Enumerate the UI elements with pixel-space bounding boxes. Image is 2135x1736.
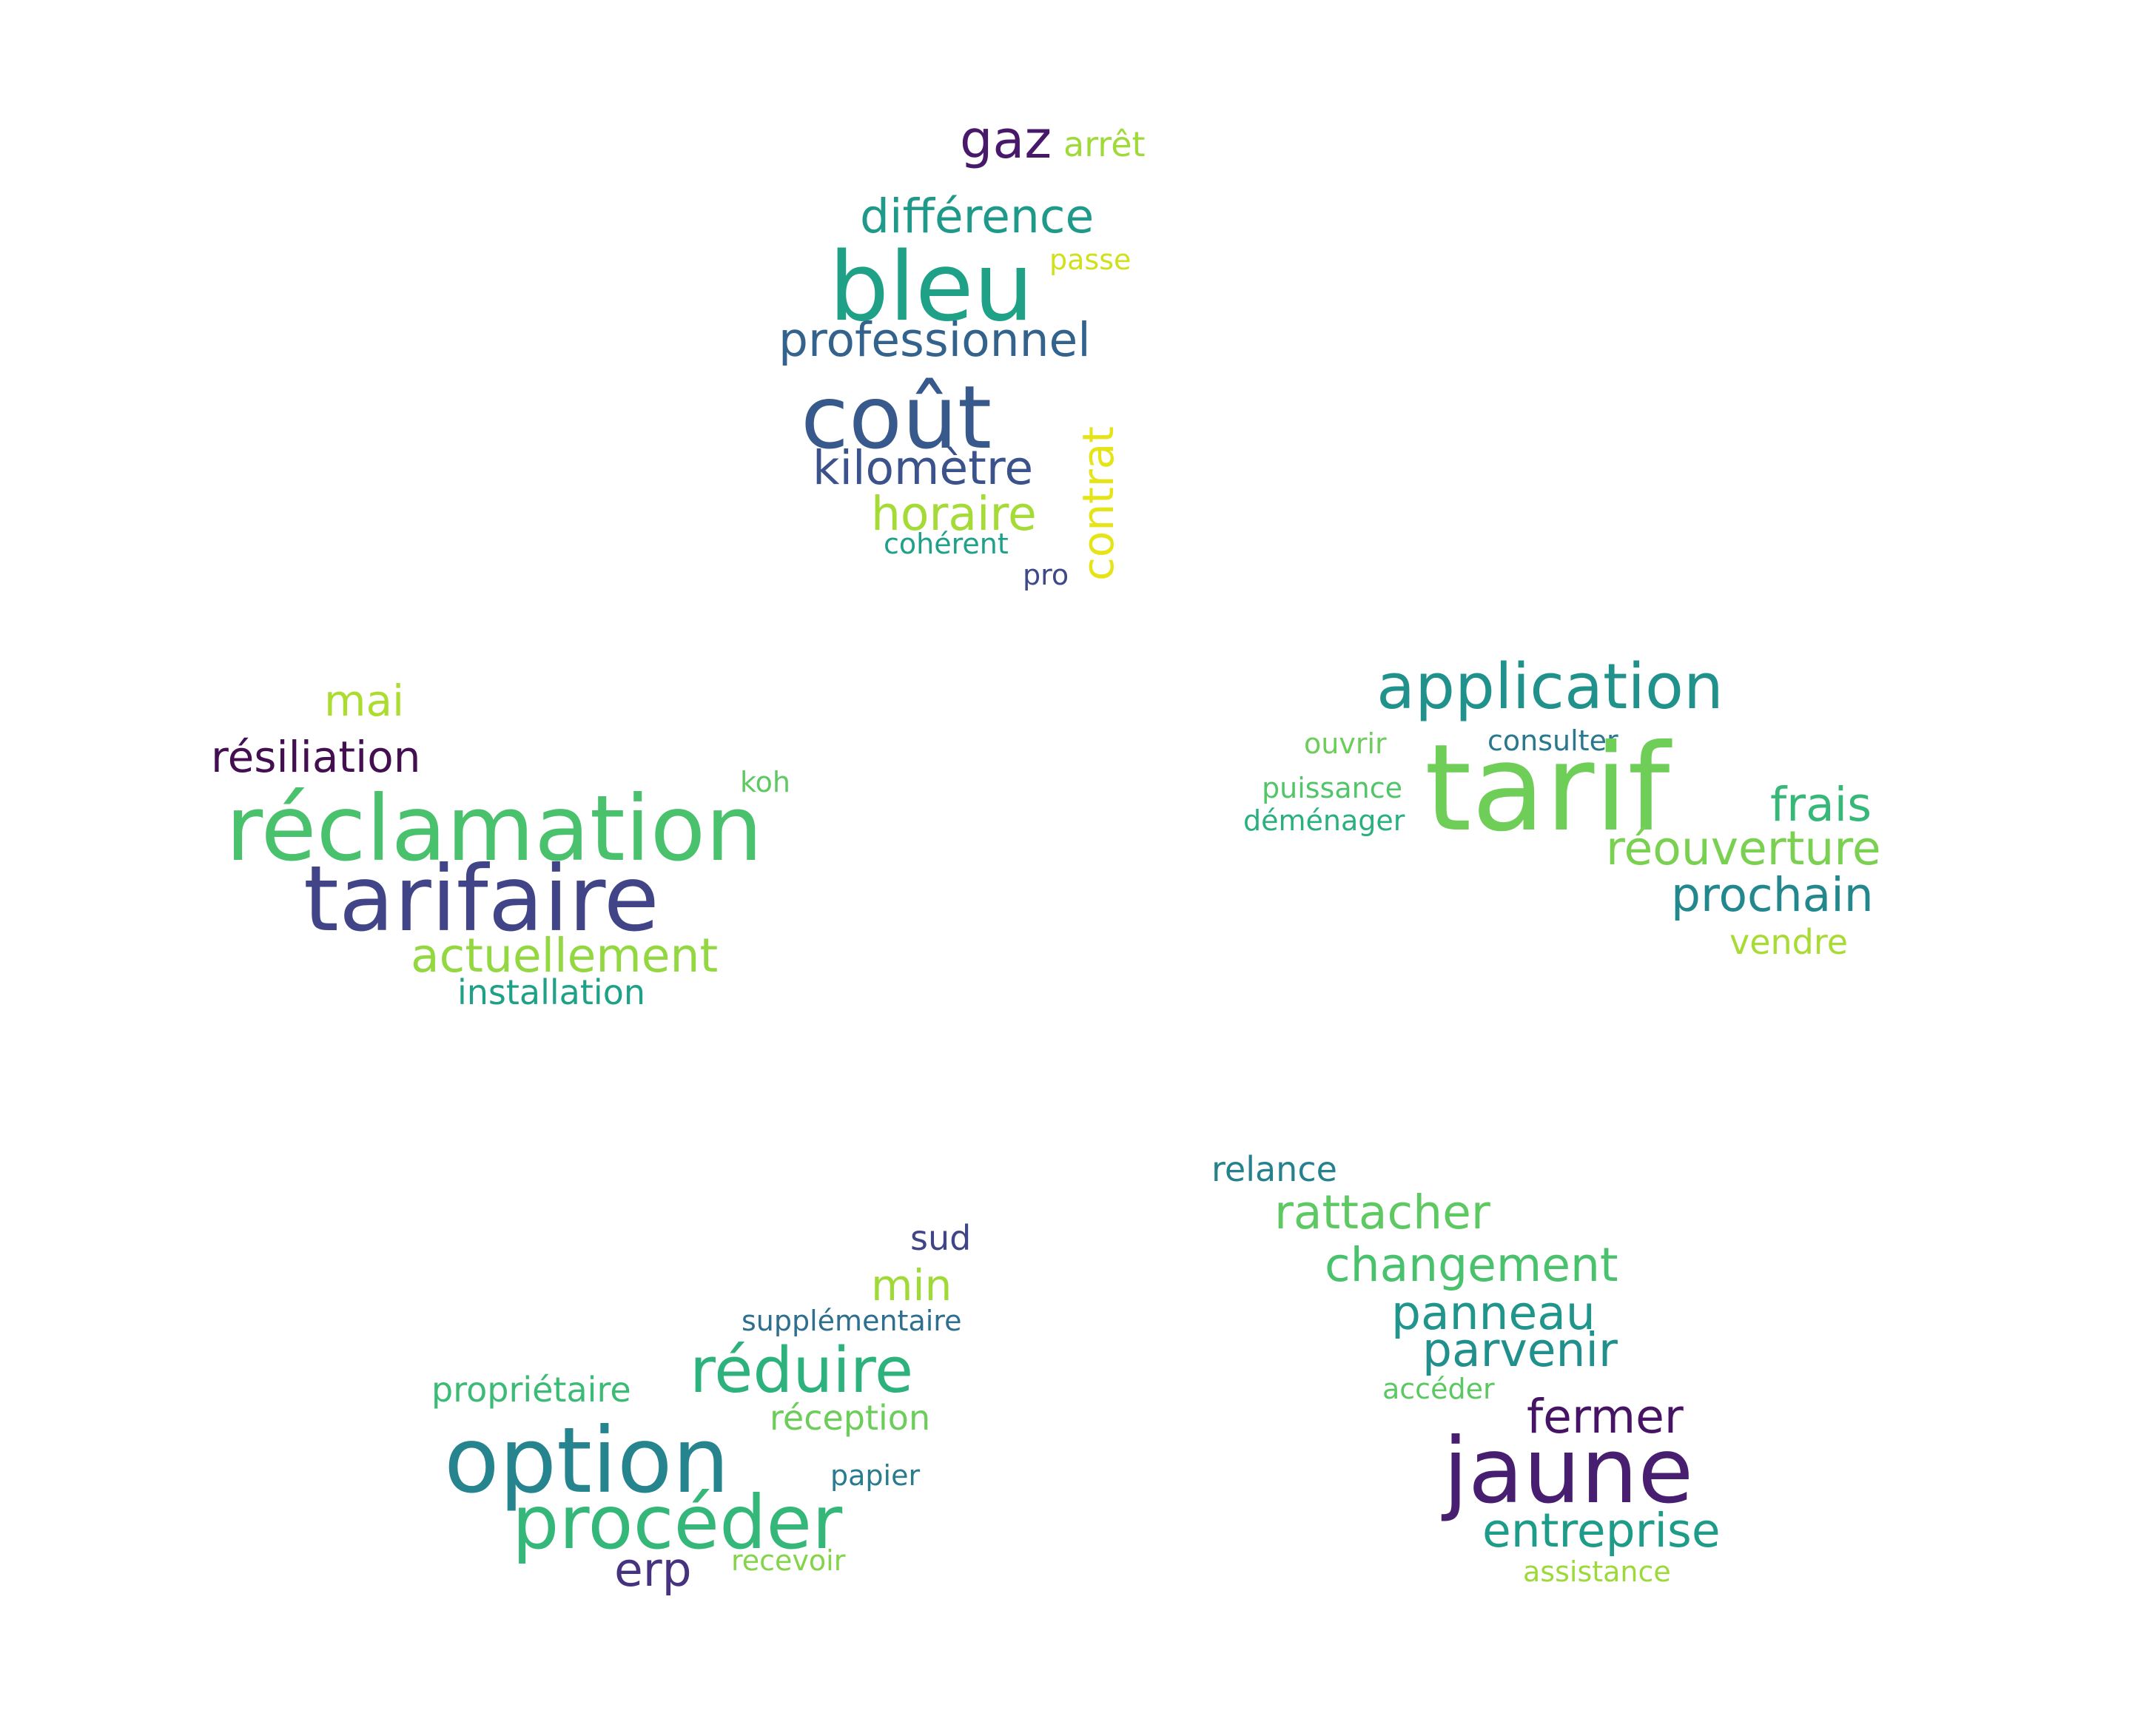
word-panneau: panneau (1391, 1286, 1596, 1340)
word-option: option (444, 1408, 730, 1513)
word-fermer: fermer (1527, 1390, 1684, 1444)
word-entreprise: entreprise (1482, 1504, 1721, 1558)
word-koh: koh (740, 766, 790, 798)
word-parvenir: parvenir (1422, 1323, 1618, 1377)
word-tarifaire: tarifaire (303, 847, 659, 952)
word-horaire: horaire (871, 487, 1037, 541)
word-min: min (871, 1260, 952, 1311)
word-actuellement: actuellement (411, 929, 719, 983)
word-pro: pro (1023, 559, 1069, 591)
word-application: application (1376, 650, 1724, 724)
word-tarif: tarif (1425, 719, 1670, 858)
word-professionnel: professionnel (779, 313, 1091, 367)
word-jaune: jaune (1443, 1419, 1694, 1524)
word-contrat: contrat (1073, 425, 1123, 581)
word-rattacher: rattacher (1274, 1185, 1490, 1239)
word-erp: erp (614, 1543, 692, 1597)
word-difference: différence (860, 189, 1095, 243)
word-coherent: cohérent (884, 528, 1009, 560)
word-changement: changement (1325, 1238, 1618, 1292)
word-relance: relance (1211, 1149, 1337, 1189)
word-assistance: assistance (1523, 1555, 1671, 1588)
word-kilometre: kilomètre (813, 441, 1034, 495)
word-puissance: puissance (1262, 772, 1402, 804)
word-reduire: réduire (690, 1334, 914, 1407)
word-reclamation: réclamation (226, 776, 763, 881)
word-frais: frais (1770, 778, 1872, 832)
word-installation: installation (457, 972, 645, 1012)
word-reception: réception (770, 1398, 931, 1438)
word-recevoir: recevoir (731, 1544, 846, 1577)
word-gaz: gaz (960, 110, 1052, 170)
word-vendre: vendre (1729, 922, 1849, 962)
word-proceder: procéder (512, 1479, 843, 1566)
word-ouvrir: ouvrir (1304, 727, 1387, 760)
word-supplementaire: supplémentaire (742, 1305, 962, 1337)
word-passe: passe (1049, 243, 1132, 276)
word-resiliation: résiliation (211, 732, 421, 782)
word-arret: arrêt (1063, 124, 1146, 164)
word-prochain: prochain (1671, 868, 1874, 922)
word-bleu: bleu (829, 232, 1034, 343)
word-sud: sud (910, 1218, 972, 1258)
word-proprietaire: propriétaire (431, 1370, 631, 1410)
word-papier: papier (830, 1459, 921, 1492)
word-mai: mai (324, 676, 405, 726)
word-consulter: consulter (1487, 724, 1618, 757)
word-reouverture: réouverture (1606, 821, 1881, 875)
word-demenager: déménager (1243, 804, 1405, 837)
word-acceder: accéder (1382, 1373, 1495, 1405)
word-cout: coût (801, 366, 992, 468)
